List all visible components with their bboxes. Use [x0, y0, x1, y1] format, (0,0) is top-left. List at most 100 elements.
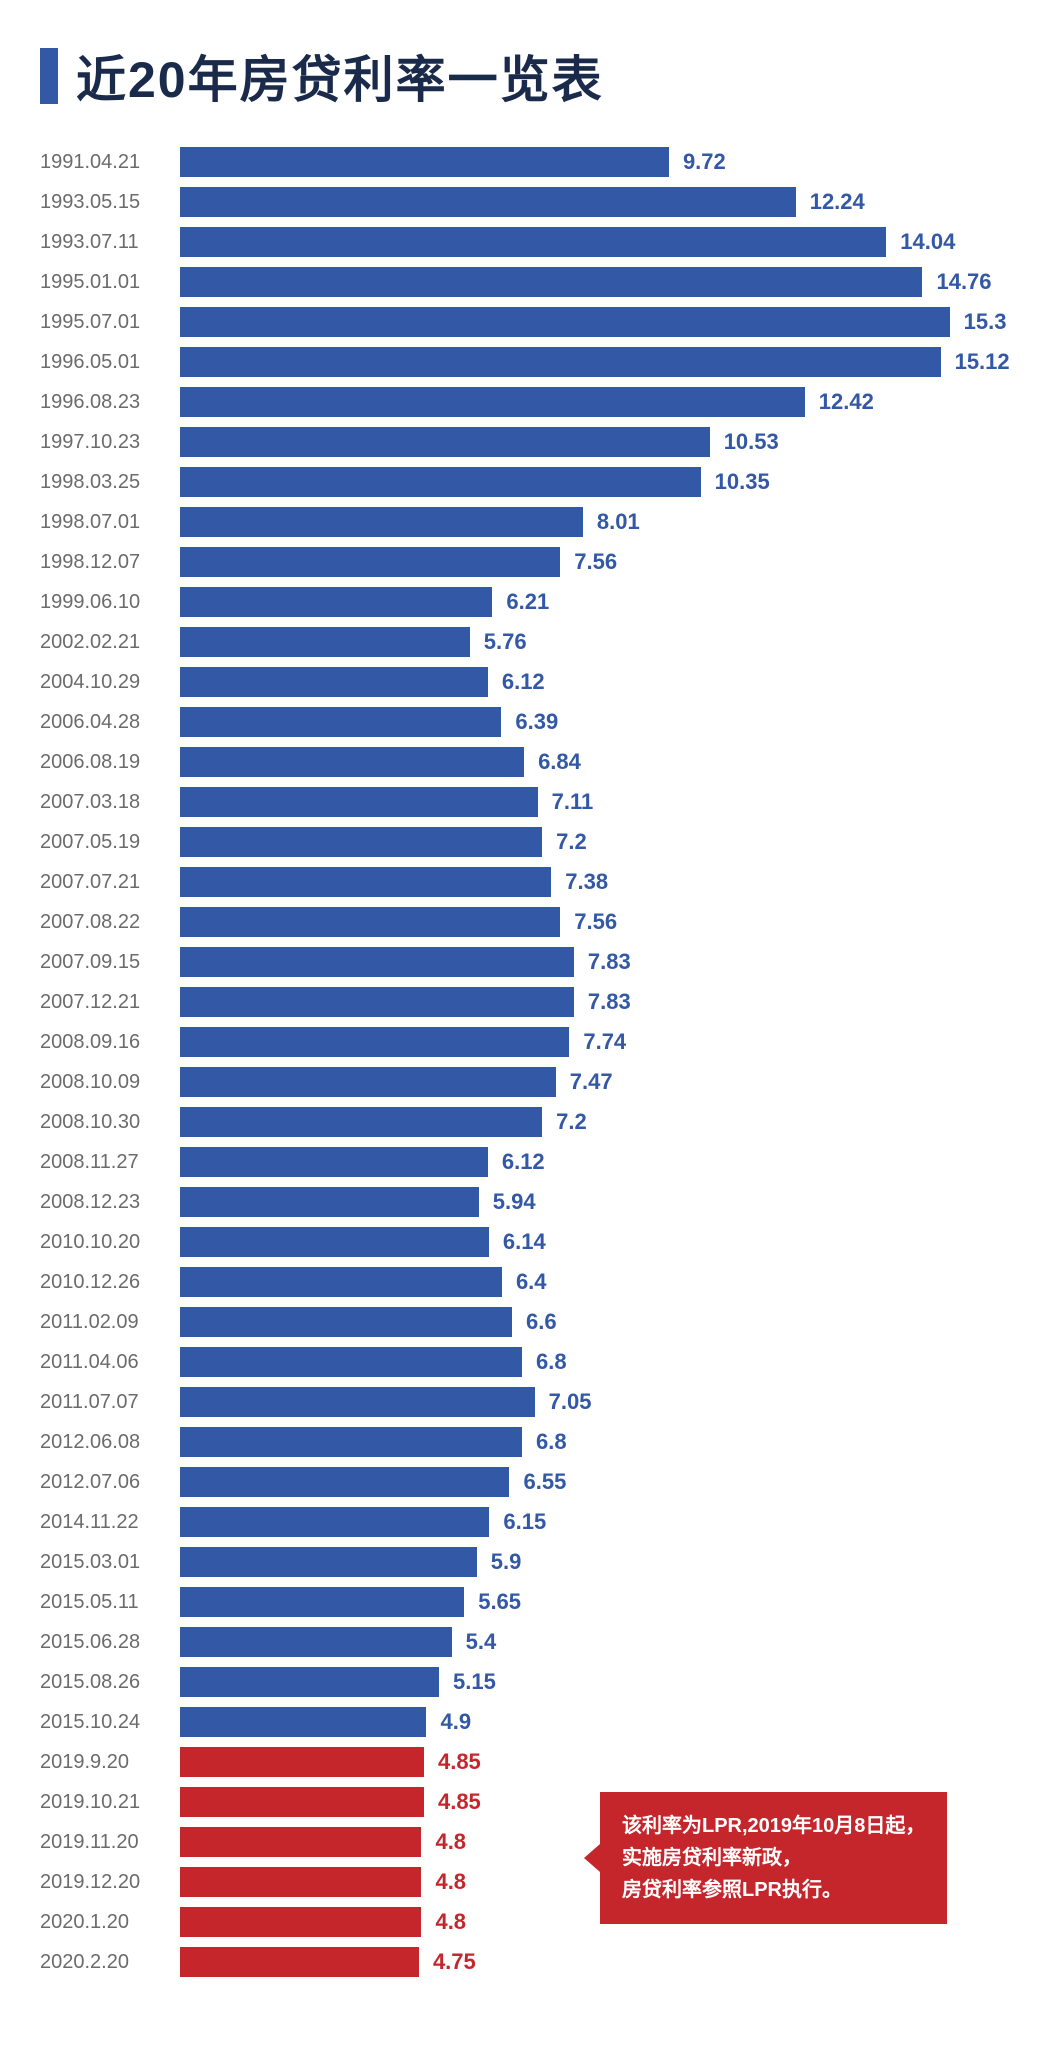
date-label: 1995.07.01 [40, 311, 180, 334]
value-label: 6.8 [536, 1429, 567, 1455]
bar-area: 7.47 [180, 1062, 1010, 1102]
value-label: 6.12 [502, 1149, 545, 1175]
value-label: 7.56 [574, 549, 617, 575]
bar-area: 6.12 [180, 1142, 1010, 1182]
value-label: 7.38 [565, 869, 608, 895]
bar-area: 14.76 [180, 262, 1010, 302]
chart-row: 2011.02.096.6 [40, 1302, 1010, 1342]
date-label: 2007.12.21 [40, 991, 180, 1014]
chart-row: 2012.06.08 6.8 [40, 1422, 1010, 1462]
bar [180, 227, 886, 257]
bar-area: 7.56 [180, 902, 1010, 942]
date-label: 2012.06.08 [40, 1431, 180, 1454]
chart-row: 2004.10.29 6.12 [40, 662, 1010, 702]
date-label: 1998.12.07 [40, 551, 180, 574]
value-label: 9.72 [683, 149, 726, 175]
bar-area: 7.83 [180, 942, 1010, 982]
bar [180, 347, 941, 377]
bar [180, 1667, 439, 1697]
date-label: 2011.04.06 [40, 1351, 180, 1374]
chart-row: 1998.03.2510.35 [40, 462, 1010, 502]
bar [180, 907, 560, 937]
bar-area: 7.74 [180, 1022, 1010, 1062]
bar-area: 5.76 [180, 622, 1010, 662]
value-label: 7.2 [556, 1109, 587, 1135]
bar [180, 1147, 488, 1177]
bar [180, 1387, 535, 1417]
value-label: 6.6 [526, 1309, 557, 1335]
bar [180, 1547, 477, 1577]
chart-row: 2019.9.204.85 [40, 1742, 1010, 1782]
date-label: 2007.03.18 [40, 791, 180, 814]
date-label: 2012.07.06 [40, 1471, 180, 1494]
value-label: 4.8 [435, 1829, 466, 1855]
value-label: 6.39 [515, 709, 558, 735]
chart-row: 1993.05.1512.24 [40, 182, 1010, 222]
value-label: 4.8 [435, 1909, 466, 1935]
value-label: 4.9 [440, 1709, 471, 1735]
bar [180, 987, 574, 1017]
value-label: 7.83 [588, 989, 631, 1015]
bar-area: 6.55 [180, 1462, 1010, 1502]
bar-area: 6.4 [180, 1262, 1010, 1302]
bar [180, 587, 492, 617]
date-label: 2015.06.28 [40, 1631, 180, 1654]
value-label: 8.01 [597, 509, 640, 535]
date-label: 1991.04.21 [40, 151, 180, 174]
value-label: 7.2 [556, 829, 587, 855]
date-label: 2008.09.16 [40, 1031, 180, 1054]
chart-row: 1993.07.1114.04 [40, 222, 1010, 262]
date-label: 2006.08.19 [40, 751, 180, 774]
date-label: 1993.05.15 [40, 191, 180, 214]
bar-area: 7.83 [180, 982, 1010, 1022]
date-label: 2015.10.24 [40, 1711, 180, 1734]
value-label: 6.12 [502, 669, 545, 695]
bar-area: 12.42 [180, 382, 1010, 422]
annotation-line: 该利率为LPR,2019年10月8日起， [622, 1810, 925, 1842]
value-label: 5.65 [478, 1589, 521, 1615]
bar-area: 7.11 [180, 782, 1010, 822]
value-label: 5.76 [484, 629, 527, 655]
bar [180, 1707, 426, 1737]
value-label: 4.8 [435, 1869, 466, 1895]
value-label: 6.8 [536, 1349, 567, 1375]
date-label: 2007.07.21 [40, 871, 180, 894]
date-label: 2008.11.27 [40, 1151, 180, 1174]
annotation-line: 实施房贷利率新政， [622, 1842, 925, 1874]
value-label: 4.85 [438, 1789, 481, 1815]
value-label: 7.74 [583, 1029, 626, 1055]
chart-row: 2012.07.066.55 [40, 1462, 1010, 1502]
chart-row: 1999.06.106.21 [40, 582, 1010, 622]
date-label: 2015.03.01 [40, 1551, 180, 1574]
bar-area: 9.72 [180, 142, 1010, 182]
bar [180, 867, 551, 897]
date-label: 2004.10.29 [40, 671, 180, 694]
date-label: 2019.11.20 [40, 1831, 180, 1854]
annotation-callout: 该利率为LPR,2019年10月8日起，实施房贷利率新政，房贷利率参照LPR执行… [600, 1792, 947, 1924]
bar-area: 15.12 [180, 342, 1010, 382]
bar-area: 12.24 [180, 182, 1010, 222]
bar [180, 547, 560, 577]
bar [180, 1787, 424, 1817]
bar [180, 1107, 542, 1137]
chart-row: 2007.12.21 7.83 [40, 982, 1010, 1022]
bar-area: 6.8 [180, 1422, 1010, 1462]
bar [180, 1827, 421, 1857]
bar-area: 6.39 [180, 702, 1010, 742]
bar-area: 6.6 [180, 1302, 1010, 1342]
date-label: 2011.07.07 [40, 1391, 180, 1414]
date-label: 1998.03.25 [40, 471, 180, 494]
bar-area: 5.15 [180, 1662, 1010, 1702]
value-label: 7.83 [588, 949, 631, 975]
chart-row: 1996.08.2312.42 [40, 382, 1010, 422]
date-label: 2019.12.20 [40, 1871, 180, 1894]
bar-area: 7.38 [180, 862, 1010, 902]
bar [180, 747, 524, 777]
chart-row: 1998.12.07 7.56 [40, 542, 1010, 582]
date-label: 1996.08.23 [40, 391, 180, 414]
bar-area: 7.05 [180, 1382, 1010, 1422]
bar-area: 7.56 [180, 542, 1010, 582]
chart-row: 2015.05.115.65 [40, 1582, 1010, 1622]
value-label: 7.56 [574, 909, 617, 935]
date-label: 2002.02.21 [40, 631, 180, 654]
